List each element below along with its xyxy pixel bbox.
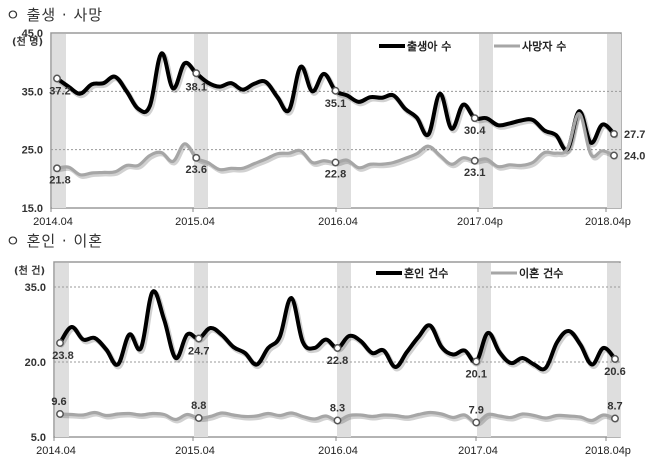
y-tick-label: 25.0 bbox=[22, 145, 43, 157]
highlight-band bbox=[55, 263, 69, 437]
highlight-band bbox=[337, 34, 351, 208]
data-label: 23.6 bbox=[186, 164, 207, 176]
section-title-marriage-divorce: ㅇ 혼인 · 이혼 bbox=[6, 232, 104, 250]
data-marker bbox=[610, 151, 618, 160]
data-marker bbox=[610, 129, 618, 138]
data-marker bbox=[192, 153, 201, 162]
data-marker bbox=[192, 69, 201, 78]
data-label: 9.6 bbox=[51, 396, 66, 408]
x-tick-label: 2014.04 bbox=[33, 216, 73, 228]
legend-label: 사망자 수 bbox=[522, 39, 566, 53]
data-marker bbox=[331, 158, 340, 167]
y-tick-label: 20.0 bbox=[25, 357, 46, 369]
data-marker bbox=[53, 74, 61, 83]
x-tick-label: 2017.04 bbox=[458, 445, 498, 457]
x-tick-label: 2017.04p bbox=[457, 216, 503, 228]
data-label: 7.9 bbox=[469, 405, 484, 417]
data-marker bbox=[333, 416, 342, 425]
data-label: 20.1 bbox=[466, 369, 487, 381]
data-marker bbox=[53, 164, 61, 173]
data-label: 21.8 bbox=[49, 174, 70, 186]
data-label: 38.1 bbox=[186, 81, 207, 93]
data-label: 24.7 bbox=[188, 346, 209, 358]
data-label: 30.4 bbox=[464, 125, 486, 137]
data-marker bbox=[472, 418, 481, 427]
x-tick-label: 2014.04 bbox=[36, 445, 76, 457]
data-label: 37.2 bbox=[49, 86, 70, 98]
data-marker bbox=[611, 355, 619, 363]
unit-label-bottom: (천 건) bbox=[14, 266, 46, 277]
highlight-band bbox=[477, 263, 491, 437]
y-tick-label: 5.0 bbox=[31, 432, 46, 444]
highlight-band bbox=[194, 34, 208, 208]
data-label: 22.8 bbox=[327, 355, 348, 367]
data-label: 23.8 bbox=[52, 350, 73, 362]
data-marker bbox=[56, 410, 64, 418]
data-label: 35.1 bbox=[325, 98, 346, 110]
legend: 혼인 건수 이혼 건수 bbox=[376, 266, 563, 280]
data-marker bbox=[470, 114, 479, 123]
data-marker bbox=[333, 344, 342, 352]
x-tick-label: 2015.04 bbox=[175, 216, 215, 228]
y-tick-label: 45.0 bbox=[22, 28, 43, 40]
x-tick-label: 2018.04p bbox=[585, 445, 631, 457]
data-marker bbox=[472, 357, 481, 366]
highlight-band bbox=[337, 263, 351, 437]
x-tick-label: 2015.04 bbox=[175, 445, 215, 457]
data-marker bbox=[470, 156, 479, 165]
legend-label: 이혼 건수 bbox=[519, 266, 563, 280]
data-label: 27.7 bbox=[624, 129, 645, 141]
y-tick-label: 35.0 bbox=[25, 282, 46, 294]
highlight-band bbox=[479, 34, 493, 208]
section-title-birth-death: ㅇ 출생 · 사망 bbox=[6, 6, 104, 24]
x-tick-label: 2018.04p bbox=[585, 216, 631, 228]
legend-label: 출생아 수 bbox=[407, 39, 451, 53]
highlight-band bbox=[607, 34, 621, 208]
data-marker bbox=[611, 414, 619, 423]
data-label: 20.6 bbox=[604, 366, 625, 378]
data-label: 8.3 bbox=[330, 403, 345, 415]
data-label: 23.1 bbox=[464, 167, 485, 179]
data-marker bbox=[331, 86, 340, 95]
highlight-band bbox=[194, 263, 208, 437]
legend-label: 혼인 건수 bbox=[404, 266, 448, 280]
x-tick-label: 2016.04 bbox=[318, 216, 358, 228]
y-tick-label: 15.0 bbox=[22, 203, 43, 215]
data-marker bbox=[194, 334, 203, 343]
data-label: 8.8 bbox=[191, 400, 206, 412]
highlight-band bbox=[607, 263, 621, 437]
data-label: 24.0 bbox=[624, 151, 645, 163]
legend: 출생아 수 사망자 수 bbox=[379, 39, 566, 53]
unit-label-top: (천 명) bbox=[12, 37, 44, 48]
data-marker bbox=[194, 414, 203, 422]
data-label: 8.7 bbox=[607, 401, 622, 413]
data-label: 22.8 bbox=[325, 169, 346, 181]
y-tick-label: 35.0 bbox=[22, 86, 43, 98]
data-marker bbox=[56, 339, 64, 347]
x-tick-label: 2016.04 bbox=[318, 445, 358, 457]
